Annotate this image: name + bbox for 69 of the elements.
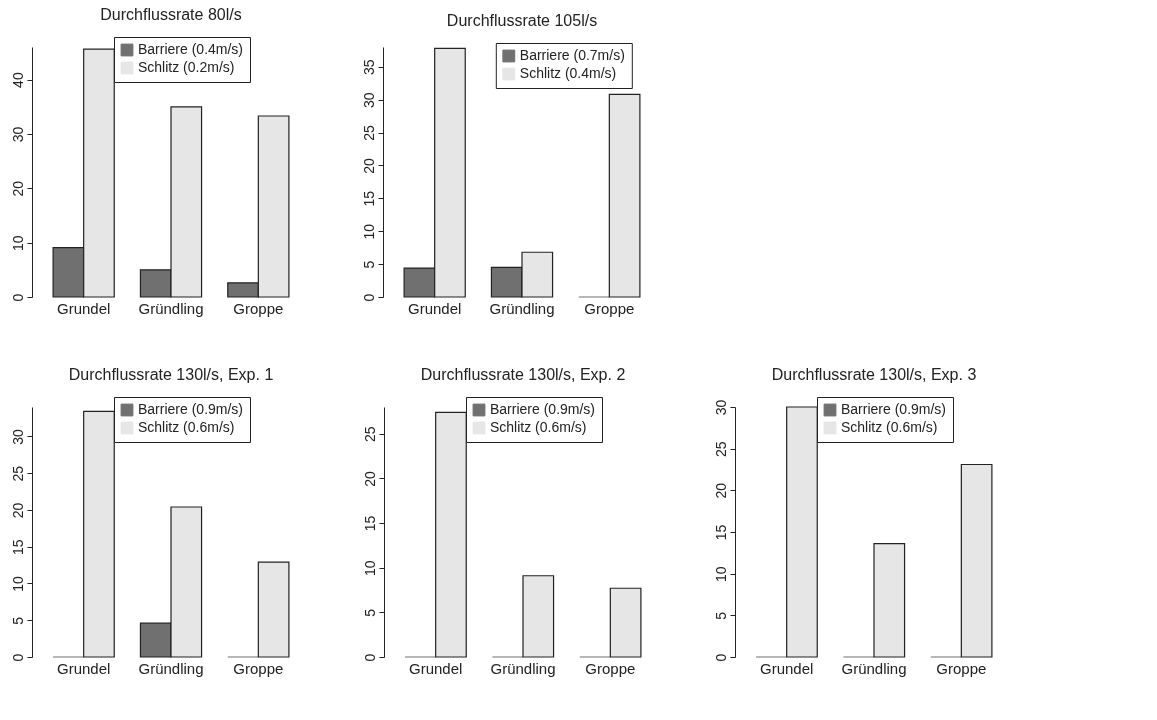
x-tick-label: Gründling	[841, 659, 907, 677]
y-tick-label: 10	[712, 566, 729, 582]
y-tick-label: 10	[9, 575, 26, 592]
x-tick-label: Grundel	[408, 659, 463, 677]
x-tick-label: Groppe	[233, 659, 284, 677]
x-tick-label: Groppe	[585, 659, 636, 677]
x-tick-label: Groppe	[936, 659, 987, 677]
y-tick-label: 5	[360, 260, 377, 269]
legend-label: Barriere (0.4m/s)	[138, 41, 244, 57]
y-tick-label: 20	[361, 470, 378, 487]
legend-label: Barriere (0.9m/s)	[841, 401, 947, 417]
x-tick-label: Gründling	[138, 299, 204, 317]
y-tick-label: 25	[361, 426, 378, 443]
legend-label: Schlitz (0.6m/s)	[841, 419, 938, 435]
y-tick-label: 25	[360, 125, 377, 141]
y-tick-label: 15	[361, 515, 378, 532]
legend-label: Schlitz (0.6m/s)	[490, 419, 587, 435]
legend-label: Schlitz (0.4m/s)	[519, 65, 617, 81]
y-tick-label: 10	[360, 223, 377, 240]
y-tick-label: 15	[712, 524, 729, 541]
y-tick-label: 25	[712, 441, 729, 457]
chart-title: Durchflussrate 105l/s	[446, 11, 598, 29]
y-tick-label: 15	[360, 190, 377, 207]
x-tick-label: Gründling	[489, 299, 555, 317]
x-tick-label: Grundel	[759, 659, 814, 677]
y-tick-label: 40	[9, 72, 26, 88]
legend-label: Barriere (0.9m/s)	[138, 401, 244, 417]
legend-label: Schlitz (0.6m/s)	[138, 419, 235, 435]
y-tick-label: 0	[360, 293, 377, 302]
y-tick-label: 15	[9, 539, 26, 555]
y-tick-label: 35	[360, 59, 377, 76]
bar	[257, 561, 290, 658]
y-tick-label: 25	[9, 465, 26, 482]
chart-title: Durchflussrate 130l/s, Exp. 3	[771, 365, 977, 383]
y-tick-label: 30	[712, 399, 729, 416]
y-tick-label: 5	[712, 611, 729, 620]
y-tick-label: 5	[361, 608, 378, 617]
x-tick-label: Gründling	[490, 659, 556, 677]
bar	[609, 587, 642, 658]
chart-title: Durchflussrate 130l/s, Exp. 2	[420, 365, 626, 383]
y-tick-label: 20	[9, 502, 26, 519]
bar	[608, 93, 641, 298]
legend-label: Barriere (0.7m/s)	[519, 47, 625, 63]
y-tick-label: 20	[712, 482, 729, 499]
bar	[960, 463, 993, 658]
y-tick-label: 20	[360, 157, 377, 174]
y-tick-label: 0	[9, 293, 26, 302]
y-tick-label: 10	[361, 560, 378, 576]
y-tick-label: 0	[9, 653, 26, 662]
x-tick-label: Grundel	[56, 299, 111, 317]
x-tick-label: Groppe	[584, 299, 635, 317]
y-tick-label: 30	[9, 126, 26, 143]
y-tick-label: 10	[9, 235, 26, 251]
x-tick-label: Grundel	[407, 299, 462, 317]
y-tick-label: 5	[9, 616, 26, 625]
y-tick-label: 0	[361, 653, 378, 662]
chart-title: Durchflussrate 130l/s, Exp. 1	[68, 365, 274, 383]
y-tick-label: 20	[9, 180, 26, 197]
y-tick-label: 30	[360, 92, 377, 108]
x-tick-label: Groppe	[233, 299, 284, 317]
y-tick-label: 30	[9, 428, 26, 445]
x-tick-label: Grundel	[56, 659, 111, 677]
bar	[522, 575, 555, 658]
chart-title: Durchflussrate 80l/s	[100, 5, 242, 23]
bar	[873, 543, 906, 658]
x-tick-label: Gründling	[138, 659, 204, 677]
legend-label: Schlitz (0.2m/s)	[138, 59, 235, 75]
y-tick-label: 0	[712, 653, 729, 662]
legend-label: Barriere (0.9m/s)	[490, 401, 596, 417]
